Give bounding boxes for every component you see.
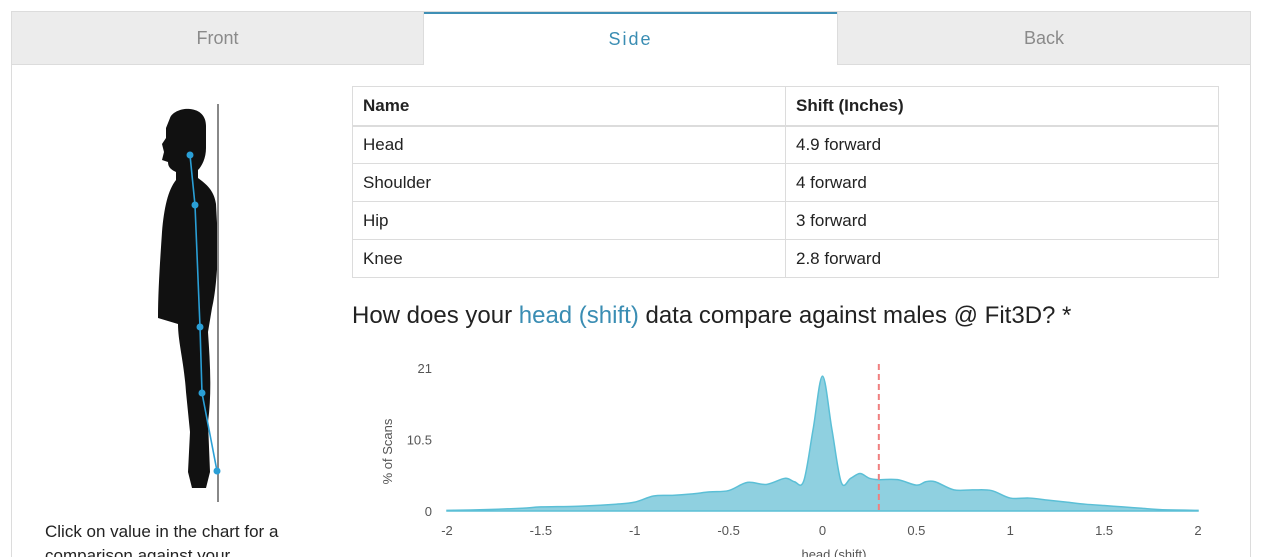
x-tick-label: 1.5 (1095, 523, 1113, 538)
x-tick-label: 1 (1007, 523, 1014, 538)
x-tick-label: 0.5 (907, 523, 925, 538)
x-tick-label: -2 (441, 523, 453, 538)
cell-name: Shoulder (352, 163, 786, 202)
cell-shift: 4 forward (785, 163, 1219, 202)
question-metric[interactable]: head (shift) (518, 302, 639, 329)
question-prefix: How does your (352, 302, 519, 329)
view-tabs: Front Side Back (12, 12, 1250, 65)
distribution-area (446, 375, 1199, 512)
column-header-name: Name (352, 86, 786, 127)
y-tick-label: 21 (418, 361, 432, 376)
x-tick-label: -1 (629, 523, 641, 538)
column-header-shift: Shift (Inches) (785, 86, 1219, 127)
chart-hint: Click on value in the chart for a compar… (45, 522, 279, 557)
x-axis-label: head (shift) (801, 547, 866, 557)
table-row[interactable]: Knee 2.8 forward (352, 239, 1219, 278)
table-header-row: Name Shift (Inches) (352, 86, 1219, 127)
table-row[interactable]: Shoulder 4 forward (352, 163, 1219, 202)
head-point[interactable] (186, 151, 194, 159)
cell-shift: 4.9 forward (785, 125, 1219, 164)
y-tick-label: 0 (425, 504, 432, 519)
tab-front[interactable]: Front (12, 12, 424, 65)
x-tick-label: -0.5 (717, 523, 739, 538)
cell-name: Knee (352, 239, 786, 278)
cell-shift: 3 forward (785, 201, 1219, 240)
knee-point[interactable] (198, 389, 206, 397)
hip-point[interactable] (196, 323, 204, 331)
x-tick-label: -1.5 (530, 523, 552, 538)
tab-side[interactable]: Side (424, 12, 837, 65)
shoulder-point[interactable] (191, 201, 199, 209)
x-tick-label: 2 (1194, 523, 1201, 538)
table-row[interactable]: Head 4.9 forward (352, 125, 1219, 164)
cell-shift: 2.8 forward (785, 239, 1219, 278)
comparison-heading: How does your head (shift) data compare … (352, 302, 1071, 330)
shift-table: Name Shift (Inches) Head 4.9 forward Sho… (352, 86, 1219, 278)
tab-back[interactable]: Back (837, 12, 1250, 65)
cell-name: Hip (352, 201, 786, 240)
y-axis-label: % of Scans (380, 418, 395, 484)
cell-name: Head (352, 125, 786, 164)
side-silhouette (158, 104, 221, 502)
distribution-chart[interactable]: -2 -1.5 -1 -0.5 0 0.5 1 1.5 2 0 10.5 21 head (shift)… (362, 347, 1232, 557)
posture-panel: Front Side Back Click on value in the ch… (11, 11, 1251, 557)
table-row[interactable]: Hip 3 forward (352, 201, 1219, 240)
y-tick-label: 10.5 (407, 433, 432, 448)
ankle-point[interactable] (213, 467, 221, 475)
question-suffix: data compare against males @ Fit3D? * (638, 302, 1072, 329)
x-tick-label: 0 (819, 523, 826, 538)
